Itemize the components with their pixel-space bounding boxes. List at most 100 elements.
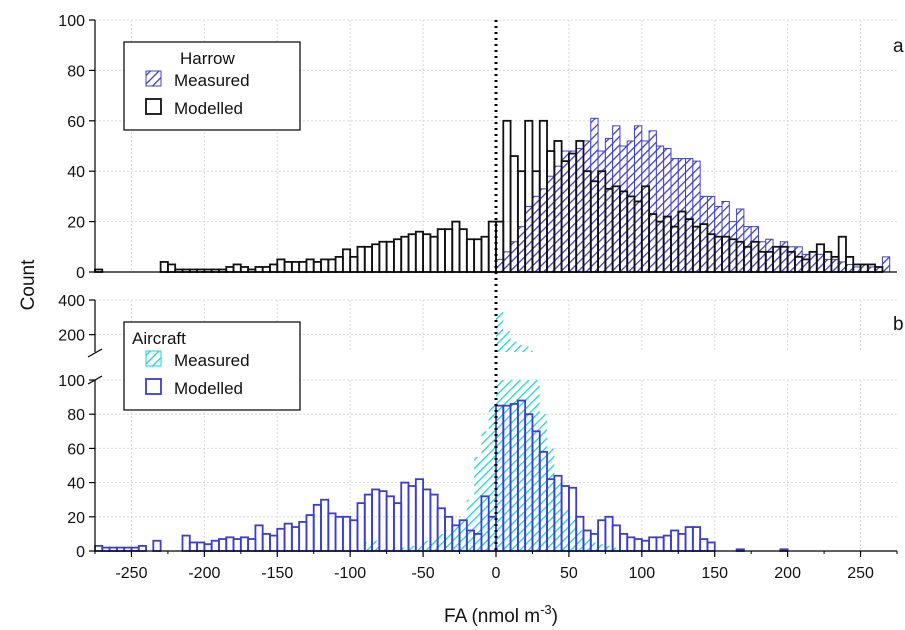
bar-harrow-measured [823, 258, 832, 273]
bar-aircraft-modelled [611, 524, 621, 552]
bar-harrow-modelled [290, 261, 301, 273]
bar-harrow-measured [860, 263, 869, 273]
bar-harrow-measured [670, 158, 679, 273]
bar-aircraft-measured [517, 380, 526, 551]
bar-harrow-modelled [298, 261, 308, 273]
x-tick-label: 200 [774, 565, 801, 582]
y-tick-label-a: 20 [67, 215, 85, 232]
y-tick-label-a: 40 [67, 164, 85, 181]
bar-aircraft-measured [466, 499, 475, 551]
bar-harrow-modelled [451, 220, 461, 273]
bar-aircraft-modelled [633, 538, 643, 552]
bar-harrow-measured [502, 251, 512, 273]
bar-aircraft-modelled [393, 502, 403, 552]
bar-harrow-modelled [444, 228, 454, 273]
bar-harrow-modelled [349, 255, 359, 273]
bar-aircraft-modelled [181, 534, 191, 552]
bar-aircraft-modelled [640, 539, 651, 552]
bar-aircraft-modelled [283, 522, 293, 552]
bar-harrow-modelled [414, 230, 424, 273]
bar-aircraft-measured [459, 516, 467, 551]
bar-harrow-modelled [167, 263, 177, 273]
bar-aircraft-modelled [706, 541, 716, 552]
bar-harrow-measured [648, 130, 657, 273]
bar-aircraft-measured [532, 380, 540, 551]
bar-aircraft-measured [415, 544, 424, 551]
bar-harrow-modelled [327, 258, 337, 273]
bar-aircraft-modelled [378, 490, 388, 552]
bar-aircraft-modelled [225, 536, 235, 552]
bar-aircraft-measured [481, 431, 489, 551]
bar-harrow-measured [692, 160, 701, 273]
bar-harrow-measured [757, 241, 767, 273]
x-tick-label: 250 [847, 565, 874, 582]
bar-harrow-measured [634, 125, 643, 273]
y-tick-label-a: 60 [67, 114, 85, 131]
bar-aircraft-modelled [254, 524, 264, 552]
bar-harrow-modelled [334, 255, 344, 273]
bar-harrow-measured [575, 148, 584, 273]
bar-harrow-modelled [385, 240, 395, 273]
bar-harrow-measured [699, 195, 708, 273]
bar-aircraft-modelled [699, 538, 709, 552]
bar-aircraft-modelled [407, 485, 417, 552]
bar-aircraft-modelled [334, 515, 344, 552]
bar-harrow-modelled [269, 263, 279, 273]
panel-a: 0 20 40 60 80 100 Harrow Measured Modelled [58, 13, 897, 282]
bar-aircraft-measured [393, 547, 402, 551]
legend-title: Harrow [180, 49, 236, 68]
bar-harrow-measured [750, 226, 759, 273]
bar-harrow-modelled [400, 235, 410, 273]
bar-aircraft-measured [576, 530, 584, 551]
bar-aircraft-measured [547, 448, 555, 551]
x-axis-title-close: ) [552, 606, 558, 627]
bar-aircraft-modelled [137, 544, 147, 552]
bar-aircraft-measured [525, 380, 533, 551]
y-tick-label-a: 80 [67, 63, 85, 80]
bar-harrow-measured [510, 241, 519, 273]
bar-aircraft-modelled [218, 538, 228, 552]
bar-aircraft-measured [444, 530, 453, 551]
legend-label-measured: Measured [174, 351, 250, 370]
bar-harrow-modelled [487, 220, 497, 273]
y-tick-label-b: 40 [67, 476, 85, 493]
bar-harrow-modelled [312, 261, 322, 273]
bar-aircraft-measured [510, 380, 518, 551]
bar-harrow-modelled [480, 235, 490, 273]
bar-aircraft-modelled [414, 478, 424, 552]
bar-harrow-modelled [261, 266, 271, 273]
bar-harrow-measured [531, 195, 541, 273]
bar-harrow-measured [590, 117, 599, 273]
bar-harrow-modelled [254, 266, 264, 273]
bar-aircraft-measured [598, 544, 606, 551]
bar-harrow-measured [619, 145, 628, 273]
bar-aircraft-measured-upper [517, 345, 526, 352]
bar-aircraft-modelled [276, 527, 286, 552]
bar-harrow-measured [685, 158, 694, 273]
bar-harrow-modelled [356, 245, 366, 273]
bar-aircraft-measured [539, 414, 548, 551]
legend-title: Aircraft [132, 329, 186, 348]
bar-aircraft-modelled [232, 538, 242, 552]
bar-aircraft-modelled [196, 541, 206, 552]
bar-harrow-modelled [393, 238, 403, 273]
bar-aircraft-modelled [290, 526, 301, 552]
bar-harrow-modelled [429, 235, 439, 273]
bar-harrow-measured [546, 175, 555, 273]
bar-aircraft-modelled [320, 498, 330, 552]
bar-aircraft-modelled [210, 539, 220, 552]
bar-harrow-modelled [378, 240, 388, 273]
bar-aircraft-measured [554, 482, 562, 551]
bar-aircraft-measured [496, 380, 504, 551]
bar-aircraft-modelled [188, 541, 198, 552]
bar-harrow-modelled [363, 245, 373, 273]
bar-aircraft-measured [590, 542, 599, 551]
y-tick-label-b-upper: 400 [58, 293, 85, 310]
legend-swatch-modelled [145, 98, 162, 115]
x-tick-label: -200 [188, 565, 220, 582]
bar-aircraft-modelled [626, 536, 636, 552]
x-tick-label: 0 [492, 565, 501, 582]
y-tick-label-b: 60 [67, 441, 85, 458]
bar-aircraft-modelled [677, 533, 687, 552]
